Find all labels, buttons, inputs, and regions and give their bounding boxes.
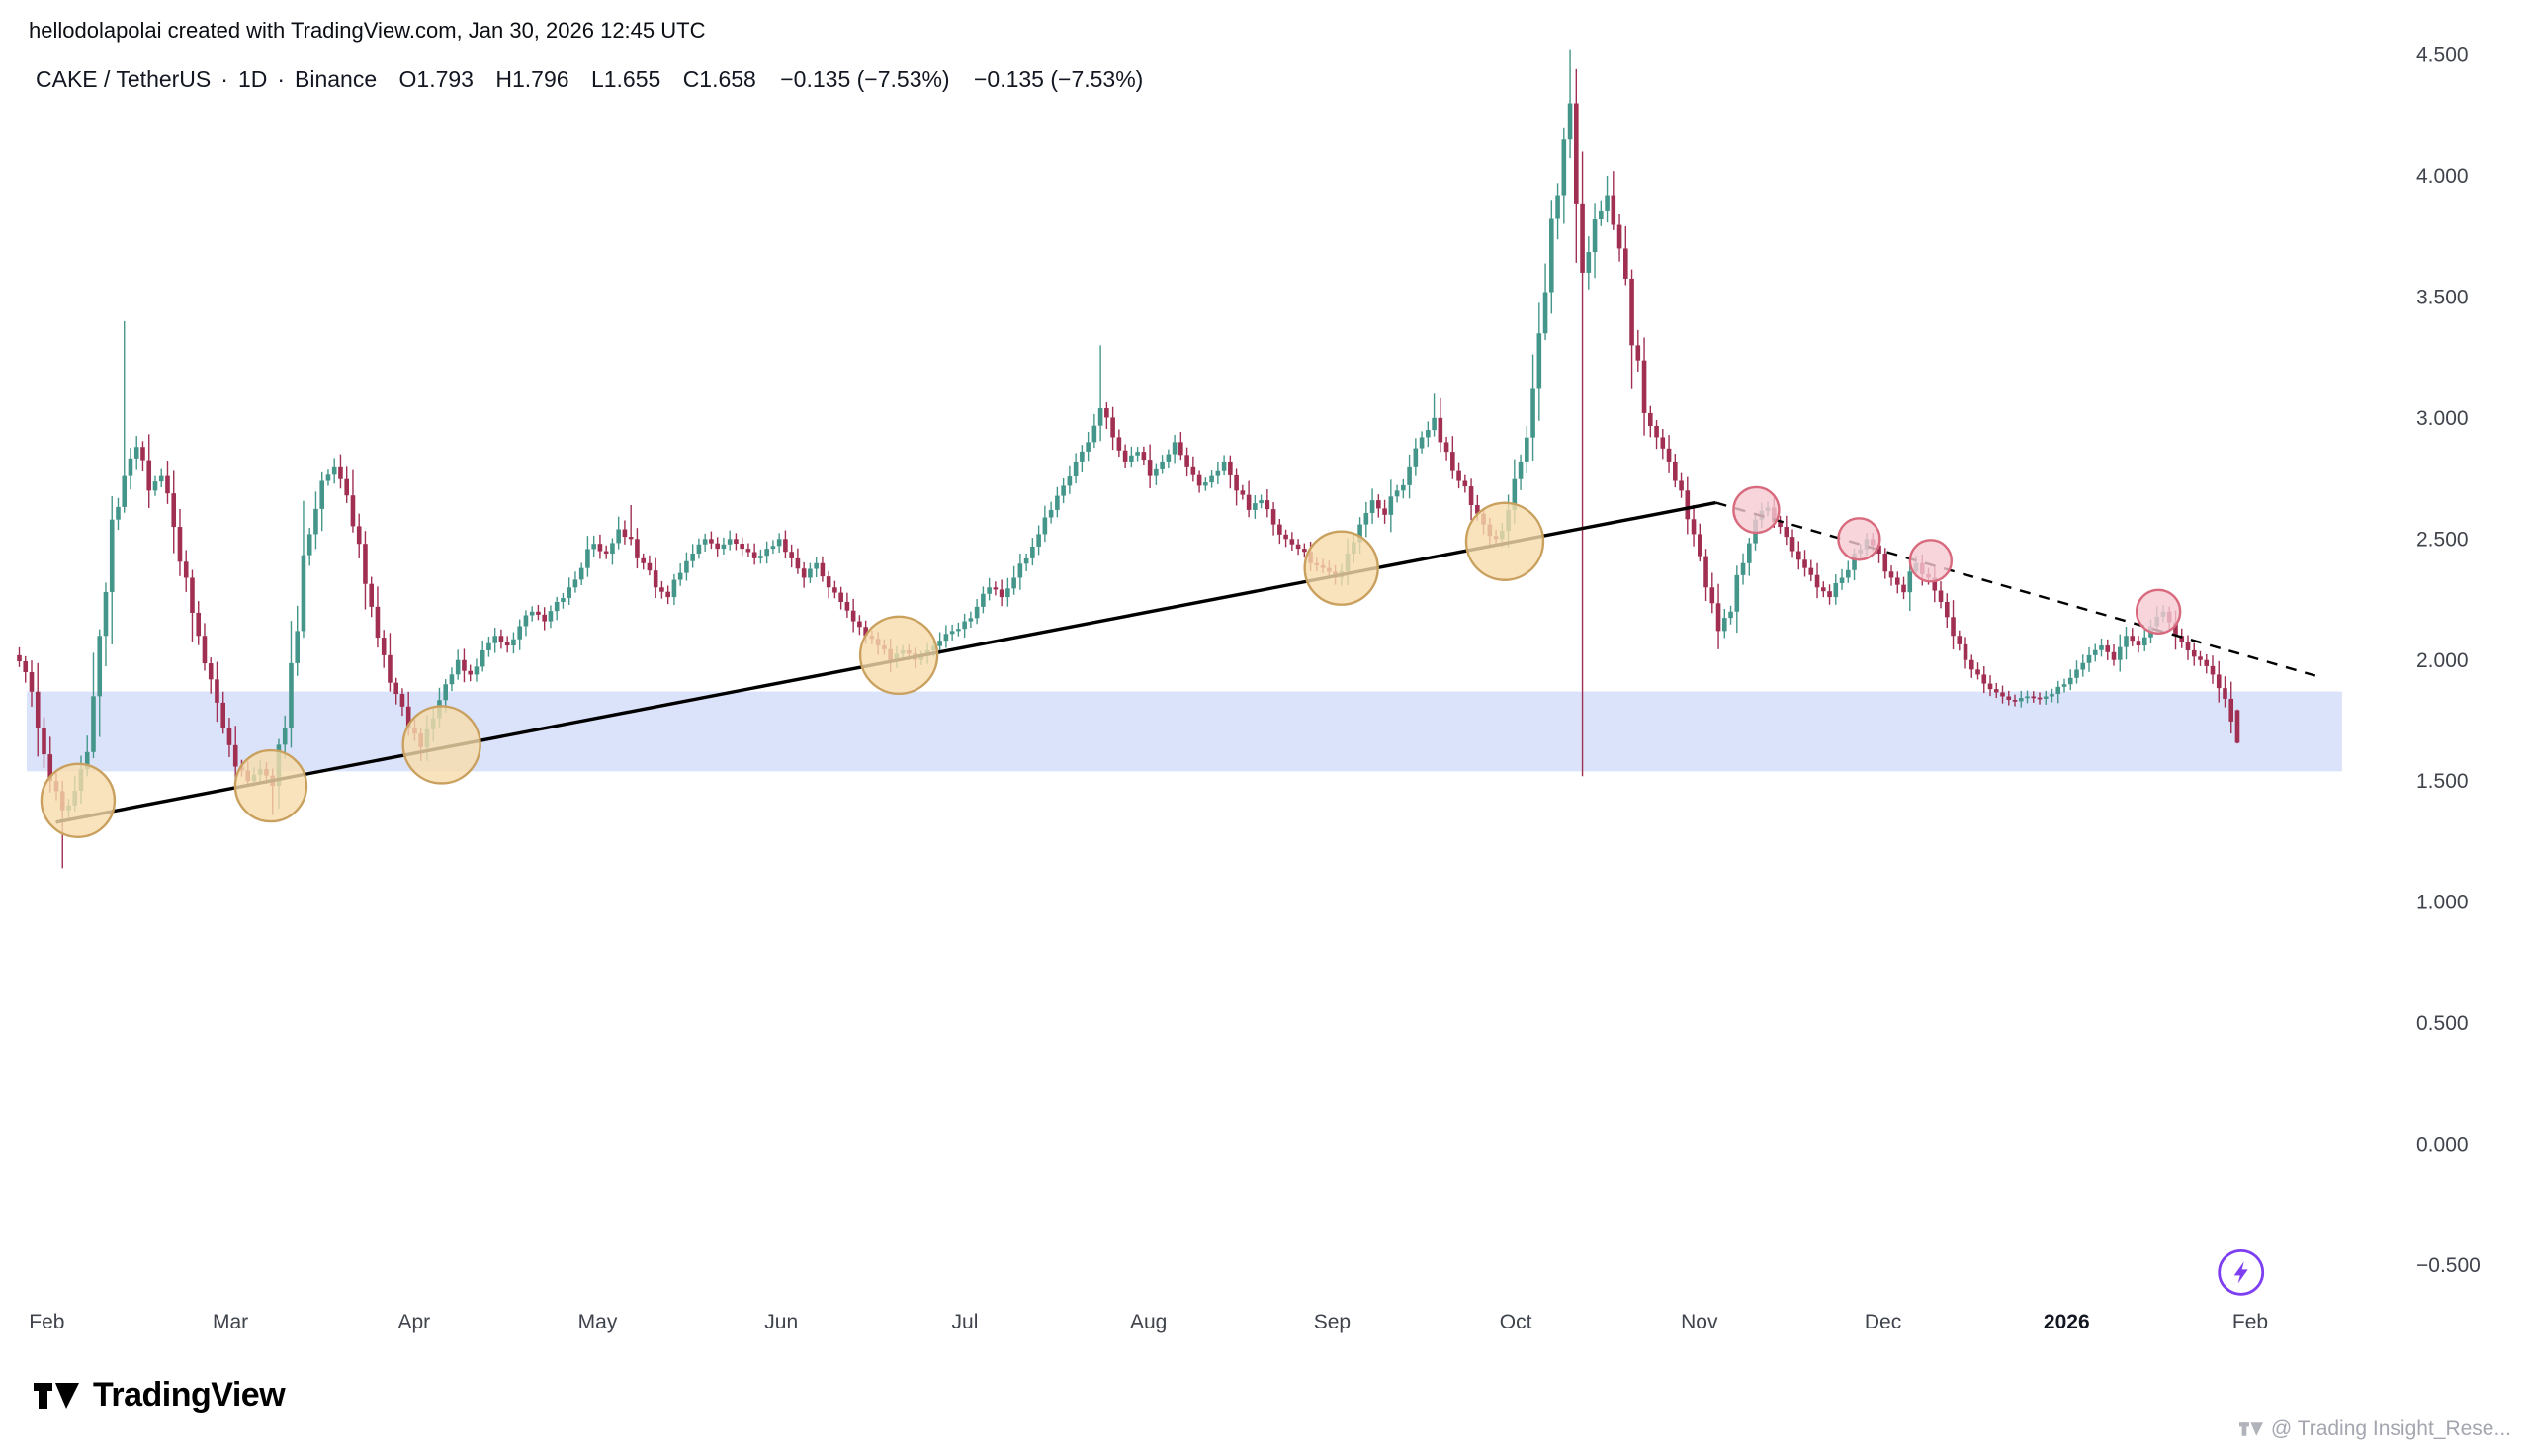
symbol-legend[interactable]: CAKE / TetherUS · 1D · Binance O1.793 H1.796… (36, 65, 1143, 93)
price-tick-label[interactable]: 4.000 (2416, 165, 2469, 188)
resistance-touch-circle[interactable] (1908, 539, 1954, 583)
symbol-name[interactable]: CAKE / TetherUS (36, 66, 212, 92)
price-tick-label[interactable]: 1.000 (2416, 892, 2469, 914)
support-touch-circle[interactable] (858, 615, 939, 696)
legend-separator: · (277, 66, 286, 92)
time-tick-label[interactable]: 2026 (2044, 1311, 2090, 1333)
resistance-touch-circle[interactable] (2135, 588, 2182, 635)
tradingview-logo[interactable]: TradingView (34, 1376, 286, 1414)
watermark-text: @ Trading Insight_Rese... (2270, 1417, 2511, 1440)
support-touch-circle[interactable] (401, 705, 481, 785)
support-touch-circle[interactable] (1464, 501, 1545, 581)
price-tick-label[interactable]: 3.000 (2416, 407, 2469, 430)
change-value-2: −0.135 (−7.53%) (973, 66, 1144, 92)
attribution-text: hellodolapolai created with TradingView.… (29, 18, 706, 43)
interval-label[interactable]: 1D (237, 66, 268, 92)
support-touch-circle[interactable] (1303, 530, 1379, 606)
close-value: C1.658 (682, 66, 756, 92)
time-tick-label[interactable]: Feb (2232, 1311, 2268, 1333)
time-tick-label[interactable]: Feb (29, 1311, 64, 1333)
time-tick-label[interactable]: Apr (397, 1311, 430, 1333)
resistance-touch-circle[interactable] (1732, 485, 1781, 535)
time-tick-label[interactable]: Jun (764, 1311, 798, 1333)
time-tick-label[interactable]: Nov (1681, 1311, 1718, 1333)
price-tick-label[interactable]: −0.500 (2416, 1254, 2481, 1277)
tradingview-logo-icon (34, 1382, 79, 1409)
open-value: O1.793 (398, 66, 474, 92)
time-tick-label[interactable]: Jul (952, 1311, 979, 1333)
candles-layer[interactable] (17, 49, 2240, 869)
price-tick-label[interactable]: 4.500 (2416, 44, 2469, 67)
time-tick-label[interactable]: Sep (1314, 1311, 1351, 1333)
time-tick-label[interactable]: May (578, 1311, 618, 1333)
exchange-label: Binance (295, 66, 378, 92)
price-tick-label[interactable]: 2.500 (2416, 528, 2469, 551)
price-tick-label[interactable]: 3.500 (2416, 286, 2469, 308)
price-tick-label[interactable]: 2.000 (2416, 649, 2469, 672)
price-tick-label[interactable]: 0.000 (2416, 1134, 2469, 1156)
descending-resistance-trendline[interactable] (1715, 501, 2320, 679)
price-tick-label[interactable]: 1.500 (2416, 770, 2469, 793)
lightning-bolt-icon (2233, 1261, 2248, 1284)
resistance-touch-circle[interactable] (1837, 517, 1881, 561)
time-tick-label[interactable]: Oct (1500, 1311, 1532, 1333)
time-tick-label[interactable]: Aug (1130, 1311, 1167, 1333)
time-tick-label[interactable]: Dec (1865, 1311, 1901, 1333)
time-tick-label[interactable]: Mar (213, 1311, 248, 1333)
support-touch-circle[interactable] (40, 762, 117, 838)
tradingview-logo-text: TradingView (93, 1376, 286, 1413)
legend-separator: · (220, 66, 228, 92)
low-value: L1.655 (590, 66, 661, 92)
support-touch-circle[interactable] (233, 748, 308, 823)
price-tick-label[interactable]: 0.500 (2416, 1012, 2469, 1035)
change-value: −0.135 (−7.53%) (780, 66, 950, 92)
high-value: H1.796 (495, 66, 569, 92)
watermark: @ Trading Insight_Rese... (2238, 1417, 2511, 1441)
watermark-logo-icon (2238, 1422, 2263, 1436)
